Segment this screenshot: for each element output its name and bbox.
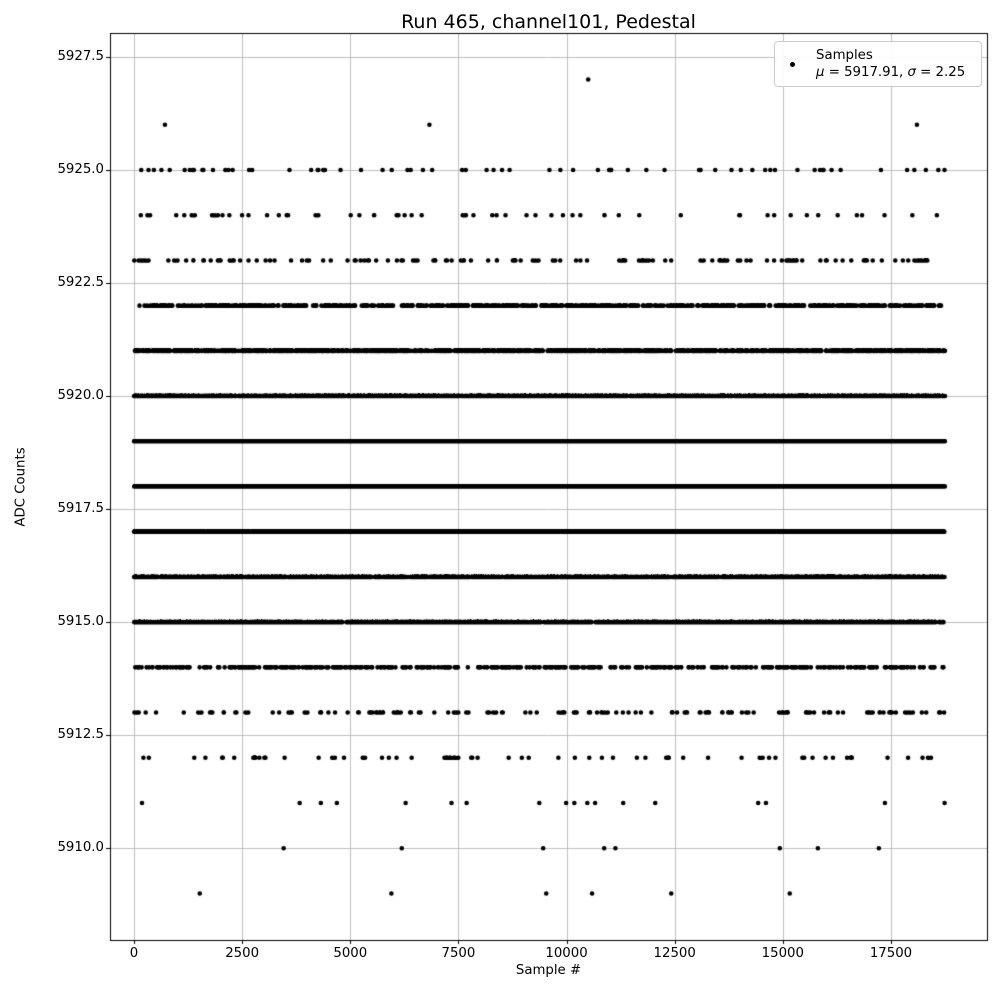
y-tick-label: 5927.5 [57,48,104,64]
sigma-symbol: σ [907,65,916,80]
y-tick-label: 5925.0 [57,161,104,177]
y-tick-label: 5922.5 [57,275,104,291]
legend-text: Samples μ = 5917.91, σ = 2.25 [816,47,965,81]
chart-title: Run 465, channel101, Pedestal [401,11,696,33]
x-tick-label: 15000 [761,946,804,961]
sigma-value: = 2.25 [915,65,966,80]
legend: Samples μ = 5917.91, σ = 2.25 [774,41,982,87]
legend-label-samples: Samples [816,48,873,63]
y-tick-label: 5910.0 [57,840,104,856]
mu-value: = 5917.91, [824,65,908,80]
y-axis-label: ADC Counts [13,447,29,527]
y-tick-label: 5920.0 [57,388,104,404]
legend-stats: μ = 5917.91, σ = 2.25 [816,64,965,81]
y-tick-label: 5917.5 [57,501,104,517]
y-tick-label: 5915.0 [57,614,104,630]
mu-symbol: μ [816,65,825,80]
x-tick-label: 12500 [653,946,696,961]
y-tick-label: 5912.5 [57,727,104,743]
x-tick-label: 2500 [225,946,260,961]
x-tick-label: 10000 [545,946,588,961]
x-tick-label: 17500 [869,946,913,961]
x-tick-label: 0 [129,946,139,961]
x-tick-label: 5000 [333,946,368,961]
x-tick-label: 7500 [441,946,476,961]
x-axis-label: Sample # [515,963,582,978]
legend-marker-icon [790,61,795,67]
